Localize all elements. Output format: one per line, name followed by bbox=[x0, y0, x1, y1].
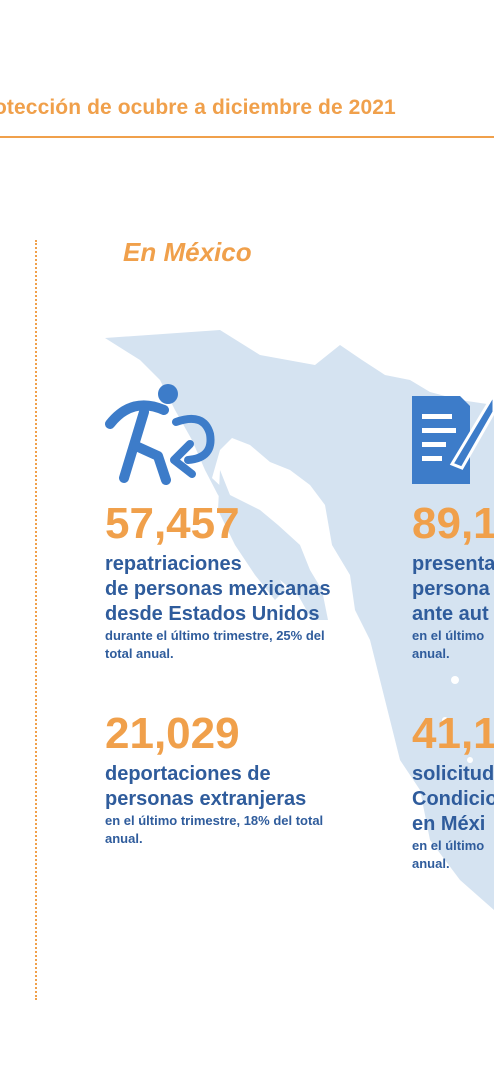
stat-number: 41,1 bbox=[412, 712, 494, 758]
stat-note-line: en el último trimestre, 18% del total bbox=[105, 813, 324, 828]
stat-note-line: anual. bbox=[105, 831, 143, 846]
stat-label-line: desde Estados Unidos bbox=[105, 603, 320, 625]
stat-note-line: anual. bbox=[412, 856, 450, 871]
stat-number: 89,1 bbox=[412, 502, 494, 548]
stat-label-line: personas extranjeras bbox=[105, 788, 307, 810]
stat-note-line: durante el último trimestre, 25% del bbox=[105, 628, 325, 643]
stat-label-line: en Méxi bbox=[412, 813, 486, 835]
header-divider bbox=[0, 136, 494, 138]
stat-label-line: Condicio bbox=[412, 788, 494, 810]
repatriation-person-arrow-icon bbox=[105, 384, 215, 485]
stat-number: 57,457 bbox=[105, 499, 240, 548]
stat-label-line: presenta bbox=[412, 553, 494, 575]
section-title: En México bbox=[123, 237, 252, 267]
stat-note-line: en el último bbox=[412, 838, 485, 853]
page-header-title: otección de ocubre a diciembre de 2021 bbox=[0, 96, 396, 119]
stat-note-line: en el último bbox=[412, 628, 485, 643]
stat-label-line: ante aut bbox=[412, 603, 489, 625]
stat-presentations: 89,1 presenta persona ante aut en el últ… bbox=[412, 502, 494, 663]
stat-deportations: 21,029 deportaciones de personas extranj… bbox=[105, 712, 323, 848]
stat-label-line: solicitud bbox=[412, 763, 494, 785]
mexico-map-icon bbox=[105, 330, 494, 910]
stat-label-line: repatriaciones bbox=[105, 553, 242, 575]
stat-number: 21,029 bbox=[105, 709, 240, 758]
stat-label-line: persona bbox=[412, 578, 490, 600]
stat-note-line: total anual. bbox=[105, 646, 174, 661]
stat-label-line: de personas mexicanas bbox=[105, 578, 331, 600]
stat-note-line: anual. bbox=[412, 646, 450, 661]
dotted-divider bbox=[35, 240, 37, 1000]
document-pen-icon bbox=[412, 391, 494, 484]
stat-refugee-requests: 41,1 solicitud Condicio en Méxi en el úl… bbox=[412, 712, 494, 873]
stat-label-line: deportaciones de bbox=[105, 763, 271, 785]
stat-repatriations: 57,457 repatriaciones de personas mexica… bbox=[105, 502, 331, 663]
